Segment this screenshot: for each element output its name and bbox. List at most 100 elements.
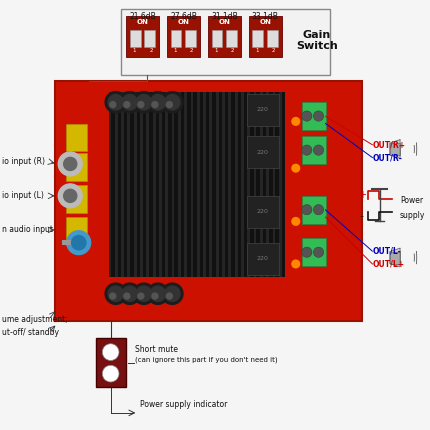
Bar: [247, 94, 279, 126]
Text: 220: 220: [257, 256, 269, 261]
Text: 1: 1: [133, 48, 136, 53]
Bar: [66, 185, 87, 213]
Text: 220: 220: [257, 107, 269, 112]
Bar: [172, 92, 175, 277]
Circle shape: [150, 286, 166, 301]
Bar: [390, 252, 400, 264]
Bar: [159, 92, 162, 277]
Circle shape: [108, 286, 123, 301]
Text: 2: 2: [190, 48, 194, 53]
Text: OUT/L+: OUT/L+: [372, 259, 404, 268]
Text: Power: Power: [400, 196, 423, 205]
Bar: [144, 30, 155, 46]
Text: OUT/R+: OUT/R+: [372, 140, 405, 149]
Text: OUT/L-: OUT/L-: [372, 247, 401, 256]
Text: ON: ON: [218, 19, 230, 25]
Circle shape: [313, 145, 324, 155]
Bar: [279, 92, 282, 277]
Text: ON: ON: [137, 19, 149, 25]
Text: ON: ON: [178, 19, 190, 25]
Text: ut-off/ standby: ut-off/ standby: [2, 328, 59, 337]
Bar: [66, 153, 87, 181]
Circle shape: [302, 247, 312, 258]
Text: supply: supply: [400, 211, 425, 219]
Text: (can ignore this part if you don't need it): (can ignore this part if you don't need …: [135, 356, 278, 363]
Text: io input (R): io input (R): [2, 157, 45, 166]
Text: Power supply indicator: Power supply indicator: [141, 400, 228, 409]
Text: Gain
Switch: Gain Switch: [296, 30, 338, 51]
Bar: [165, 92, 168, 277]
Circle shape: [119, 92, 141, 113]
Circle shape: [124, 101, 130, 108]
Bar: [302, 136, 326, 164]
Bar: [185, 30, 196, 46]
Circle shape: [110, 293, 116, 299]
Bar: [247, 136, 279, 168]
Circle shape: [150, 95, 166, 110]
Circle shape: [58, 184, 82, 208]
Text: +: +: [358, 190, 366, 200]
Circle shape: [122, 95, 138, 110]
Text: 31.1dB: 31.1dB: [211, 12, 238, 21]
Bar: [222, 92, 225, 277]
Bar: [167, 16, 200, 57]
Bar: [153, 92, 156, 277]
Bar: [55, 81, 362, 321]
Bar: [115, 92, 118, 277]
Circle shape: [292, 260, 300, 268]
Bar: [108, 92, 111, 277]
Text: 21.6dB: 21.6dB: [129, 12, 156, 21]
Polygon shape: [390, 140, 400, 158]
Circle shape: [136, 95, 151, 110]
Circle shape: [152, 293, 158, 299]
Text: n audio input: n audio input: [2, 225, 53, 234]
Bar: [134, 92, 137, 277]
Bar: [302, 102, 326, 130]
Circle shape: [147, 283, 169, 304]
Circle shape: [165, 95, 180, 110]
Text: 2: 2: [231, 48, 234, 53]
Circle shape: [64, 189, 77, 203]
Circle shape: [302, 111, 312, 121]
Text: 1: 1: [215, 48, 218, 53]
Text: ume adjustment;: ume adjustment;: [2, 315, 68, 324]
Circle shape: [122, 286, 138, 301]
Text: 33.1dB: 33.1dB: [252, 12, 279, 21]
Text: 1: 1: [255, 48, 259, 53]
Circle shape: [138, 293, 144, 299]
Circle shape: [58, 152, 82, 176]
Text: 220: 220: [257, 150, 269, 155]
Circle shape: [133, 283, 154, 304]
Polygon shape: [390, 248, 400, 267]
Text: 1: 1: [174, 48, 177, 53]
Bar: [247, 243, 279, 275]
Text: Short mute: Short mute: [135, 344, 178, 353]
Circle shape: [302, 145, 312, 155]
Text: 27.6dB: 27.6dB: [170, 12, 197, 21]
Circle shape: [292, 117, 300, 125]
Bar: [390, 143, 400, 155]
Bar: [252, 30, 263, 46]
Circle shape: [124, 293, 130, 299]
Circle shape: [108, 95, 123, 110]
Bar: [209, 92, 212, 277]
Circle shape: [102, 344, 119, 360]
Circle shape: [166, 293, 172, 299]
Bar: [226, 30, 237, 46]
Text: 2: 2: [272, 48, 275, 53]
Circle shape: [147, 92, 169, 113]
Bar: [267, 30, 278, 46]
Circle shape: [133, 92, 154, 113]
Bar: [197, 92, 200, 277]
Circle shape: [119, 283, 141, 304]
Circle shape: [152, 101, 158, 108]
Bar: [184, 92, 187, 277]
Circle shape: [302, 205, 312, 215]
Text: 2: 2: [149, 48, 153, 53]
Bar: [146, 92, 149, 277]
Text: 220: 220: [257, 209, 269, 214]
Circle shape: [71, 236, 86, 250]
Bar: [235, 92, 237, 277]
Circle shape: [162, 283, 183, 304]
Bar: [62, 240, 74, 245]
